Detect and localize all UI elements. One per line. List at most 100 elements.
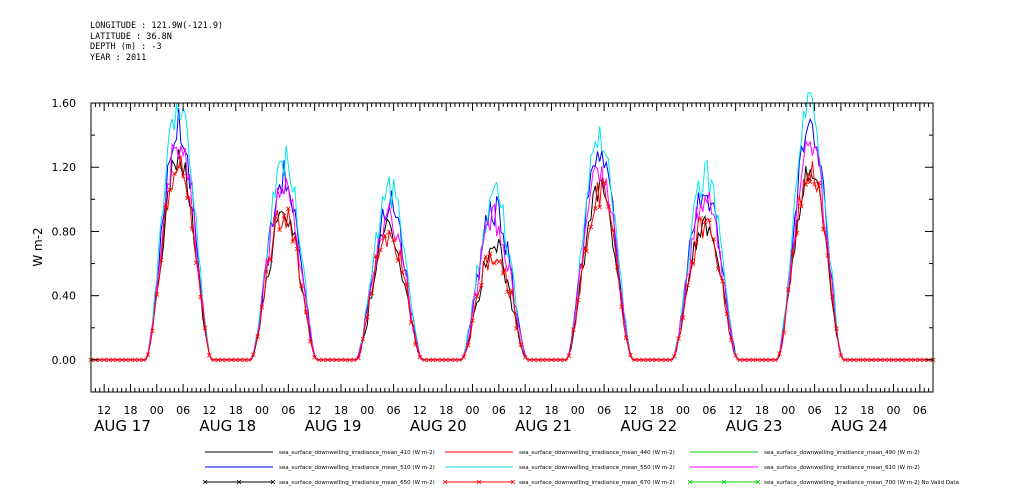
x-hour-label: 18 [544, 404, 558, 417]
x-hour-label: 06 [597, 404, 611, 417]
y-tick-label: 0.80 [52, 225, 77, 238]
series-marker [207, 353, 212, 358]
series-marker [658, 357, 664, 363]
series-marker [119, 357, 124, 363]
series-marker [759, 357, 765, 363]
series-marker [799, 204, 804, 209]
x-hour-label: 06 [913, 404, 927, 417]
x-hour-label: 06 [387, 404, 401, 417]
series-marker [597, 204, 602, 210]
legend-marker [476, 479, 482, 485]
series-marker [807, 179, 813, 185]
series-marker [825, 253, 831, 258]
series-marker [566, 353, 572, 358]
series-marker [921, 357, 927, 363]
series-marker [584, 248, 589, 254]
series-marker [154, 292, 160, 297]
series-marker [851, 357, 857, 363]
series-marker [917, 357, 923, 363]
x-hour-label: 18 [650, 404, 664, 417]
series-marker [509, 288, 515, 293]
series-marker [843, 357, 848, 363]
legend-marker [687, 479, 693, 485]
series-marker [294, 246, 300, 252]
series-marker [145, 352, 151, 357]
depth-label: DEPTH (m) : -3 [90, 42, 162, 52]
x-hour-label: 06 [492, 404, 506, 417]
x-date-label: AUG 17 [94, 417, 151, 435]
x-hour-label: 18 [334, 404, 348, 417]
series-marker [873, 357, 879, 363]
series-marker [781, 330, 787, 335]
x-hour-label: 12 [834, 404, 848, 417]
series-marker [382, 233, 388, 238]
series-marker [180, 173, 186, 179]
legend: sea_surface_downwelling_irradiance_mean_… [202, 450, 959, 486]
series-marker [764, 357, 769, 363]
series-marker [514, 326, 519, 331]
series-marker [391, 237, 396, 243]
series-marker [215, 357, 221, 363]
series-marker [378, 247, 383, 253]
series-marker [202, 325, 208, 331]
x-hour-label: 18 [860, 404, 874, 417]
series-marker [829, 294, 835, 299]
series-marker [343, 357, 348, 363]
series-marker [193, 260, 199, 266]
series-marker [334, 357, 339, 363]
series-marker [496, 259, 502, 264]
series-marker [864, 357, 870, 363]
series-marker [886, 357, 892, 363]
series-marker [900, 357, 905, 363]
x-hour-label: 12 [97, 404, 111, 417]
series-marker [685, 282, 690, 288]
series-marker [110, 357, 116, 363]
series-marker [882, 357, 888, 363]
series-marker [189, 226, 195, 231]
series-marker [97, 357, 103, 363]
series-marker [465, 343, 471, 348]
series-marker [351, 357, 357, 363]
x-hour-label: 12 [308, 404, 322, 417]
series-marker [492, 260, 497, 266]
x-hour-label: 06 [176, 404, 190, 417]
series-marker [255, 334, 260, 339]
x-hour-label: 00 [360, 404, 374, 417]
series-marker [106, 357, 111, 363]
series-marker [268, 257, 274, 263]
legend-label: sea_surface_downwelling_irradiance_mean_… [279, 480, 435, 486]
series-marker [790, 250, 795, 256]
series-marker [242, 357, 247, 363]
series-marker [632, 357, 638, 363]
chart-header: LONGITUDE : 121.9W(-121.9) LATITUDE : 36… [90, 21, 223, 63]
series-marker [483, 254, 488, 259]
series-marker [430, 357, 436, 363]
series-marker [316, 357, 322, 363]
series-marker [750, 357, 756, 363]
series-marker [132, 357, 138, 363]
x-hour-label: 00 [255, 404, 269, 417]
series-marker [264, 269, 269, 275]
series-marker [676, 336, 681, 341]
series-marker [540, 357, 545, 363]
x-hour-label: 18 [755, 404, 769, 417]
series-marker [518, 342, 524, 347]
series-marker [667, 357, 673, 363]
series-marker [141, 357, 146, 363]
series-marker [838, 353, 844, 358]
series-marker [698, 216, 703, 221]
x-date-label: AUG 21 [515, 417, 572, 435]
latitude-label: LATITUDE : 36.8N [90, 31, 172, 42]
series-marker [176, 164, 181, 170]
series-marker [816, 180, 822, 186]
series-marker [847, 357, 852, 363]
x-date-label: AUG 22 [620, 417, 677, 435]
x-hour-label: 00 [781, 404, 795, 417]
series-marker [413, 342, 418, 347]
series-marker [755, 357, 760, 363]
series-marker [307, 338, 313, 344]
series-marker [693, 240, 699, 246]
series-marker [426, 357, 431, 363]
series-marker [562, 357, 567, 363]
series-marker [588, 224, 594, 230]
